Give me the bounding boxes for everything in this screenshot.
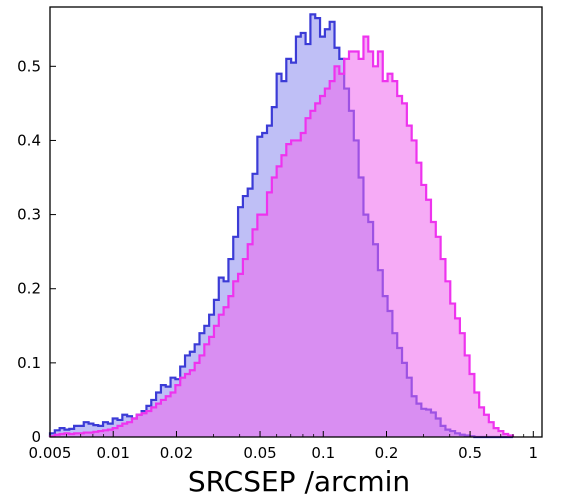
y-tick-label: 0.4 [17, 131, 41, 149]
x-axis: 0.005 0.01 0.02 0.05 0.1 0.2 0.5 1 [29, 431, 539, 462]
y-tick-label: 0.2 [17, 280, 41, 298]
y-tick-label: 0.1 [17, 354, 41, 372]
y-axis: 0 0.1 0.2 0.3 0.4 0.5 [17, 57, 56, 446]
y-tick-label: 0 [31, 428, 41, 446]
x-axis-title: SRCSEP /arcmin [188, 465, 410, 495]
x-tick-label: 0.5 [458, 444, 482, 462]
y-tick-label: 0.3 [17, 206, 41, 224]
x-tick-label: 0.05 [243, 444, 276, 462]
x-tick-label: 1 [529, 444, 539, 462]
x-tick-label: 0.01 [97, 444, 130, 462]
plot-frame [49, 6, 543, 438]
x-tick-label: 0.005 [29, 444, 72, 462]
x-tick-label: 0.1 [311, 444, 335, 462]
y-tick-label: 0.5 [17, 57, 41, 75]
x-tick-label: 0.02 [160, 444, 193, 462]
series-layer [48, 13, 515, 439]
histogram-2-fill [50, 36, 513, 437]
x-tick-label: 0.2 [375, 444, 399, 462]
histogram-2-outline [48, 35, 515, 438]
